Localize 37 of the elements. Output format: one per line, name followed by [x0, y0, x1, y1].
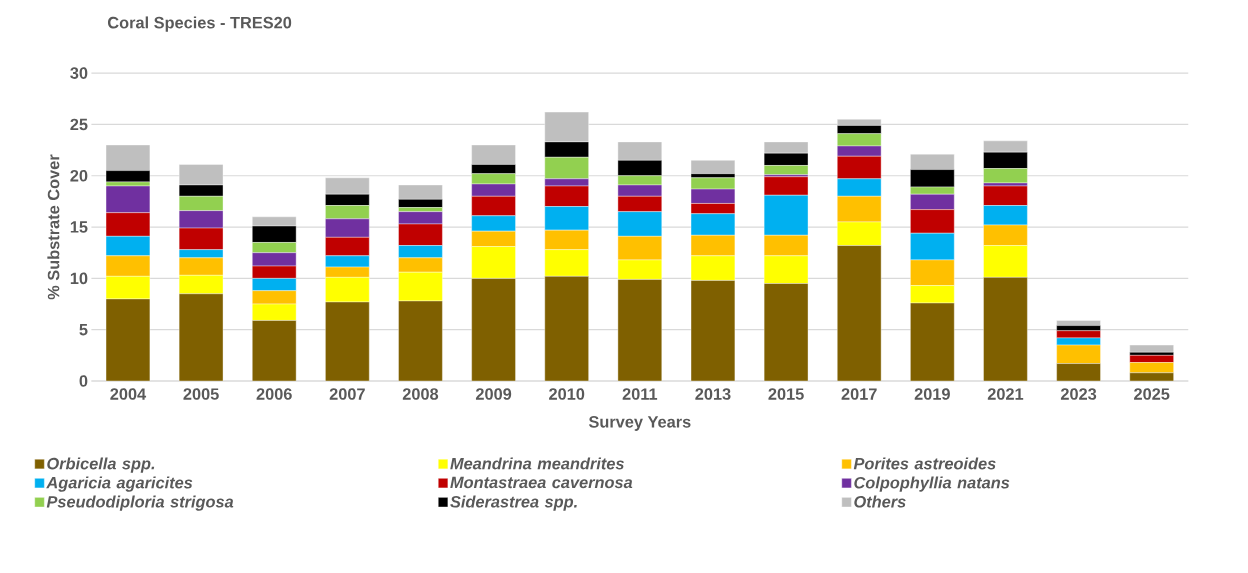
bar: [1056, 320, 1101, 326]
y-tick-label: 20: [70, 169, 88, 182]
legend-label: Pseudodiploria strigosa: [46, 495, 234, 511]
bar: [690, 159, 736, 174]
x-tick-label: 2021: [987, 388, 1024, 400]
x-tick-label: 2006: [256, 388, 292, 400]
y-axis-title: % Substrate Cover: [47, 154, 60, 300]
y-tick-label: 15: [70, 221, 88, 233]
y-tick-label: 10: [70, 272, 88, 284]
x-tick-label: 2009: [475, 388, 512, 400]
x-axis-title: Survey Years: [588, 415, 691, 431]
y-tick-label: 25: [70, 118, 88, 131]
x-tick-label: 2017: [841, 388, 877, 400]
legend-label: Meandrina meandrites: [450, 457, 624, 470]
legend-label: Colpophyllia natans: [854, 476, 1010, 492]
legend-label: Montastraea cavernosa: [450, 476, 633, 488]
x-tick-label: 2008: [402, 388, 439, 400]
y-tick-label: 0: [79, 375, 88, 387]
x-tick-label: 2005: [183, 388, 219, 400]
x-tick-label: 2010: [549, 388, 585, 400]
x-tick-label: 2023: [1060, 388, 1097, 400]
legend-label: Agaricia agaricites: [46, 476, 193, 492]
legend-label: Porites astreoides: [853, 457, 996, 470]
x-tick-label: 2007: [329, 388, 365, 400]
chart-title: Coral Species - TRES20: [107, 16, 292, 32]
y-tick-label: 5: [79, 323, 88, 336]
legend-label: Orbicella spp.: [47, 457, 155, 473]
bar: [1129, 344, 1174, 353]
x-tick-label: 2019: [914, 388, 950, 400]
x-tick-label: 2013: [695, 388, 731, 400]
legend-label: Siderastrea spp.: [450, 495, 577, 511]
x-tick-label: 2004: [110, 388, 147, 400]
x-tick-label: 2025: [1134, 388, 1170, 400]
x-tick-label: 2011: [622, 388, 658, 400]
legend-label: Others: [854, 495, 906, 508]
y-tick-label: 30: [70, 67, 88, 79]
x-tick-label: 2015: [768, 388, 804, 400]
